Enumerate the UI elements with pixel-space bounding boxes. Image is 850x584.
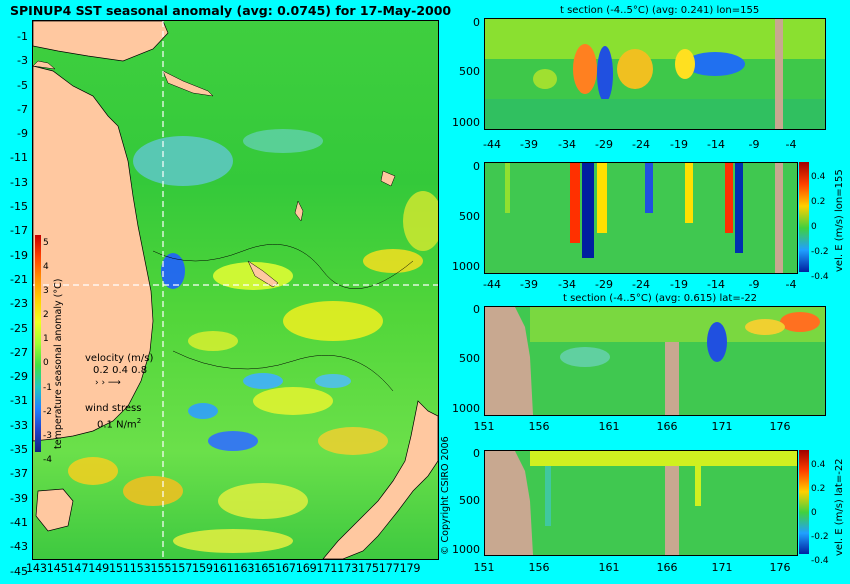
p2-y-tick: 1000	[452, 260, 480, 273]
lat-tick: -27	[10, 345, 28, 359]
latitude-ticks: -1 -3 -5 -7 -9 -11 -13 -15 -17 -19 -21 -…	[0, 25, 28, 584]
colorbar-tick: -1	[43, 382, 52, 393]
p4-x-ticks: 151 156 161 166 171 176	[473, 561, 791, 574]
cape-york-land	[33, 60, 56, 70]
colorbar-tick: 3	[43, 286, 49, 297]
lat-tick: -3	[17, 54, 28, 68]
p3-y-tick: 0	[473, 303, 480, 316]
panel1-title: t section (-4..5°C) (avg: 0.241) lon=155	[560, 5, 760, 16]
p1-x-tick: -44	[483, 138, 501, 151]
p3-y-tick: 500	[459, 352, 480, 365]
colorbar-tick: 0	[43, 358, 49, 369]
p4-colorbar-ticks: 0.4 0.2 0 -0.2 -0.4	[811, 460, 829, 566]
p1-x-tick: -9	[748, 138, 760, 151]
lat-tick: -9	[17, 127, 28, 141]
lat-tick: -29	[10, 370, 28, 384]
velocity-legend-values: 0.2 0.4 0.8	[93, 365, 148, 376]
p3-y-tick: 1000	[452, 402, 480, 415]
solomon-islands	[162, 70, 214, 97]
p2-x-ticks: -44 -39 -34 -29 -24 -19 -14 -9 -4	[483, 278, 797, 291]
p1-x-tick: -34	[558, 138, 576, 151]
wind-legend-title: wind stress	[85, 403, 142, 414]
p1-y-tick: 500	[459, 65, 480, 78]
sst-anomaly-map[interactable]: 5 4 3 2 1 0 -1 -2 -3 -4 temperature seas…	[32, 20, 439, 560]
colorbar-ticks: 5 4 3 2 1 0 -1 -2 -3 -4	[43, 231, 52, 472]
p1-x-tick: -4	[785, 138, 797, 151]
panel2-velocity-plot[interactable]	[484, 162, 798, 274]
lat-tick: -21	[10, 272, 28, 286]
lat-tick: -23	[10, 297, 28, 311]
p4-y-tick: 0	[473, 447, 480, 460]
p4-colorbar-label: vel. E (m/s) lat=-22	[834, 458, 845, 556]
warm-anomalies	[68, 191, 438, 553]
p1-x-ticks: -44 -39 -34 -29 -24 -19 -14 -9 -4	[483, 138, 824, 151]
lat-tick: -19	[10, 248, 28, 262]
fiji-islands	[380, 170, 396, 187]
tasmania-land	[35, 488, 74, 532]
p4-y-tick: 500	[459, 494, 480, 507]
p2-y-tick: 0	[473, 160, 480, 173]
longitude-ticks: 1431451471491511531551571591611631651671…	[26, 562, 421, 575]
p1-x-tick: -29	[595, 138, 613, 151]
cool-anomalies	[133, 129, 351, 451]
wind-legend-exponent: 2	[136, 417, 142, 425]
p1-x-tick: -14	[707, 138, 725, 151]
panel3-section-plot[interactable]	[484, 306, 826, 416]
lat-tick: -41	[10, 515, 28, 529]
lat-tick: -15	[10, 200, 28, 214]
lat-tick: -43	[10, 540, 28, 554]
colorbar-tick: 5	[43, 238, 49, 248]
lat-tick: -17	[10, 224, 28, 238]
new-guinea-land	[33, 21, 169, 62]
p2-colorbar-label: vel. E (m/s) lon=155	[834, 169, 845, 272]
lat-tick: -33	[10, 418, 28, 432]
velocity-arrows-icon: › › ⟶	[95, 378, 121, 388]
colorbar-tick: 4	[43, 262, 49, 273]
colorbar-label: temperature seasonal anomaly (°C)	[53, 278, 64, 449]
colorbar-tick: -3	[43, 430, 52, 441]
wind-legend: wind stress 0.1 N/m2	[85, 402, 141, 431]
p2-y-tick: 500	[459, 210, 480, 223]
lat-tick: -35	[10, 443, 28, 457]
lat-tick: -37	[10, 467, 28, 481]
p1-x-tick: -24	[632, 138, 650, 151]
vanuatu-islands	[294, 200, 304, 222]
lat-tick: -45	[10, 564, 28, 578]
p3-x-ticks: 151 156 161 166 171 176	[473, 420, 791, 433]
p1-y-tick: 1000	[452, 116, 480, 129]
p1-x-tick: -19	[670, 138, 688, 151]
colorbar-tick: -4	[43, 454, 52, 465]
lat-tick: -25	[10, 321, 28, 335]
p2-colorbar	[799, 162, 809, 272]
lat-tick: -5	[17, 78, 28, 92]
wind-legend-value: 0.1 N/m	[97, 419, 137, 431]
copyright-text: © Copyright CSIRO 2006	[440, 436, 451, 555]
p1-x-tick: -39	[520, 138, 538, 151]
lat-tick: -39	[10, 491, 28, 505]
australia-land	[33, 65, 154, 442]
lat-tick: -11	[10, 151, 28, 165]
colorbar-tick: -2	[43, 406, 52, 417]
colorbar-tick: 1	[43, 334, 49, 345]
panel1-section-plot[interactable]	[484, 18, 826, 130]
new-zealand-land	[322, 400, 438, 559]
colorbar-tick: 2	[43, 310, 49, 321]
map-title: SPINUP4 SST seasonal anomaly (avg: 0.074…	[10, 3, 452, 18]
velocity-legend-title: velocity (m/s)	[85, 353, 154, 364]
p1-y-tick: 0	[473, 16, 480, 29]
panel3-title: t section (-4..5°C) (avg: 0.615) lat=-22	[563, 293, 758, 304]
p4-y-tick: 1000	[452, 543, 480, 556]
p4-colorbar	[799, 450, 809, 554]
lat-tick: -1	[17, 30, 28, 43]
temperature-colorbar	[35, 235, 41, 452]
lat-tick: -13	[10, 175, 28, 189]
lat-tick: -31	[10, 394, 28, 408]
velocity-legend: velocity (m/s) 0.2 0.4 0.8 › › ⟶	[85, 353, 153, 389]
panel4-velocity-plot[interactable]	[484, 450, 798, 556]
lat-tick: -7	[17, 102, 28, 116]
p2-colorbar-ticks: 0.4 0.2 0 -0.2 -0.4	[811, 172, 829, 282]
